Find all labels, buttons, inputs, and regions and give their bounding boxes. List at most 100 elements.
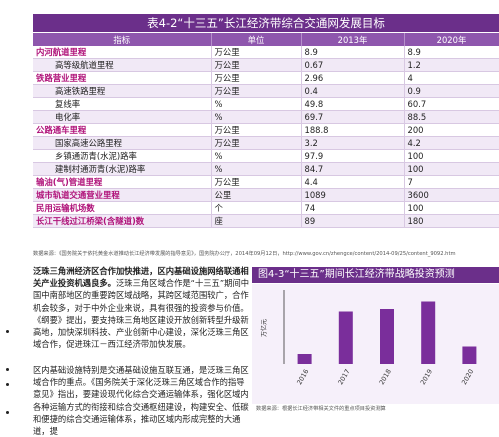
x-tick-label: 2019 (419, 368, 434, 386)
cell-indicator: 乡镇通沥青(水泥)路率 (33, 149, 212, 163)
x-tick-label: 2016 (295, 368, 310, 386)
cell-2013: 3.2 (301, 136, 405, 150)
bullet-dot (6, 411, 9, 414)
cell-2020: 100 (404, 149, 499, 163)
cell-2013: 1089 (301, 188, 405, 202)
cell-2013: 0.4 (301, 84, 405, 98)
cell-unit: % (211, 149, 302, 163)
table-row: 长江干线过江桥梁(含隧道)数座 89 180 (33, 214, 499, 228)
cell-unit: 万公里 (211, 84, 302, 98)
table-row: 公路通车里程 万公里 188.8 200 (33, 123, 499, 137)
cell-unit: 座 (211, 214, 302, 228)
table-header-row: 指标 单位 2013年 2020年 (33, 33, 499, 46)
cell-2020: 7 (404, 175, 499, 189)
bullet-dot (6, 383, 9, 386)
table-title: 表4-2“十三五”长江经济带综合交通网发展目标 (33, 14, 499, 32)
cell-2020: 3600 (404, 188, 499, 202)
header-unit: 单位 (211, 33, 302, 46)
paragraph-lead: 泛珠三角洲经济区合作加快推进，区内基础设施网络联通相关产业投资机遇良多。 (33, 266, 249, 289)
cell-2020: 100 (404, 201, 499, 215)
cell-2020: 180 (404, 214, 499, 228)
header-indicator: 指标 (33, 33, 212, 46)
table-row: 民用运输机场数个 74 100 (33, 201, 499, 215)
cell-unit: 万公里 (211, 71, 302, 85)
x-tick-label: 2017 (336, 368, 351, 386)
table-source-note: 数据来源：《国务院关于依托黄金水道推动长江经济带发展的指导意见》，国务院办公厅，… (33, 251, 456, 257)
table-row: 内河航道里程 万公里 8.9 8.9 (33, 46, 499, 59)
cell-2020: 88.5 (404, 110, 499, 124)
cell-2013: 8.9 (301, 46, 405, 59)
header-2013: 2013年 (301, 33, 405, 46)
cell-2020: 8.9 (404, 46, 499, 59)
cell-2013: 2.96 (301, 71, 405, 85)
margin-bullets (3, 258, 13, 416)
bar-chart-svg: 万亿元 2016 2017 2018 2019 2020 (260, 290, 477, 386)
cell-2020: 60.7 (404, 97, 499, 111)
cell-indicator: 复线率 (33, 97, 212, 111)
development-target-table: 指标 单位 2013年 2020年 内河航道里程 万公里 8.9 8.9 高等级航道里程… (33, 33, 499, 228)
paragraph-pan-pearl-river: 泛珠三角洲经济区合作加快推进，区内基础设施网络联通相关产业投资机遇良多。泛珠三角… (33, 265, 251, 350)
cell-indicator: 民用运输机场数 (33, 201, 212, 215)
cell-2013: 74 (301, 201, 405, 215)
cell-unit: 万公里 (211, 58, 302, 72)
cell-indicator: 电化率 (33, 110, 212, 124)
cell-unit: 万公里 (211, 136, 302, 150)
bullet-dot (6, 330, 9, 333)
cell-unit: % (211, 97, 302, 111)
table-row: 高等级航道里程 万公里 0.67 1.2 (33, 58, 499, 72)
chart-source-note: 数据来源：根据长江经济带相关文件的重点项目投资测算 (256, 406, 386, 412)
paragraph-body: 泛珠三角区域合作是“十三五”期间中国中南部地区的重要跨区域战略，其跨区域范围较广… (33, 278, 250, 350)
bar-2020 (462, 346, 477, 364)
bar-2019 (421, 301, 436, 364)
cell-2013: 0.67 (301, 58, 405, 72)
table-row: 输油(气)管道里程 万公里 4.4 7 (33, 175, 499, 189)
cell-unit: 个 (211, 201, 302, 215)
cell-2013: 97.9 (301, 149, 405, 163)
cell-2013: 4.4 (301, 175, 405, 189)
bullet-dot (6, 368, 9, 371)
cell-indicator: 国家高速公路里程 (33, 136, 212, 150)
header-2020: 2020年 (404, 33, 499, 46)
table-row: 高速铁路里程 万公里 0.4 0.9 (33, 84, 499, 98)
table-row: 城市轨道交通营业里程 公里 1089 3600 (33, 188, 499, 202)
x-tick-label: 2020 (460, 368, 475, 386)
cell-unit: % (211, 110, 302, 124)
paragraph-infrastructure: 区内基础设施特别是交通基础设施互联互通，是泛珠三角区域合作的重点。《国务院关于深… (33, 365, 249, 437)
cell-2020: 100 (404, 162, 499, 176)
cell-2020: 200 (404, 123, 499, 137)
cell-indicator: 公路通车里程 (33, 123, 212, 137)
bar-2016 (297, 354, 312, 364)
cell-unit: 公里 (211, 188, 302, 202)
cell-unit: 万公里 (211, 46, 302, 59)
cell-2013: 188.8 (301, 123, 405, 137)
cell-unit: 万公里 (211, 175, 302, 189)
bar-2018 (380, 309, 394, 364)
x-tick-label: 2018 (378, 368, 393, 386)
cell-2013: 69.7 (301, 110, 405, 124)
cell-indicator: 高等级航道里程 (33, 58, 212, 72)
table-row: 电化率% 69.7 88.5 (33, 110, 499, 124)
cell-2013: 89 (301, 214, 405, 228)
cell-indicator: 内河航道里程 (33, 46, 212, 59)
table-row: 乡镇通沥青(水泥)路率% 97.9 100 (33, 149, 499, 163)
cell-2013: 49.8 (301, 97, 405, 111)
cell-indicator: 铁路营业里程 (33, 71, 212, 85)
cell-2020: 0.9 (404, 84, 499, 98)
table-row: 建制村通沥青(水泥)路率% 84.7 100 (33, 162, 499, 176)
y-axis-label: 万亿元 (260, 319, 268, 337)
table-row: 铁路营业里程 万公里 2.96 4 (33, 71, 499, 85)
cell-indicator: 高速铁路里程 (33, 84, 212, 98)
cell-2020: 4 (404, 71, 499, 85)
table-row: 国家高速公路里程 万公里 3.2 4.2 (33, 136, 499, 150)
cell-indicator: 长江干线过江桥梁(含隧道)数 (33, 214, 212, 228)
chart-title: 图4-3“十三五”期间长江经济带战略投资预测 (252, 267, 499, 283)
cell-indicator: 建制村通沥青(水泥)路率 (33, 162, 212, 176)
cell-indicator: 城市轨道交通营业里程 (33, 188, 212, 202)
cell-unit: 万公里 (211, 123, 302, 137)
cell-2020: 1.2 (404, 58, 499, 72)
cell-2020: 4.2 (404, 136, 499, 150)
cell-unit: % (211, 162, 302, 176)
table-body: 内河航道里程 万公里 8.9 8.9 高等级航道里程 万公里 0.67 1.2 铁路营业里程 万公… (33, 46, 499, 228)
bar-2017 (338, 311, 353, 364)
cell-indicator: 输油(气)管道里程 (33, 175, 212, 189)
